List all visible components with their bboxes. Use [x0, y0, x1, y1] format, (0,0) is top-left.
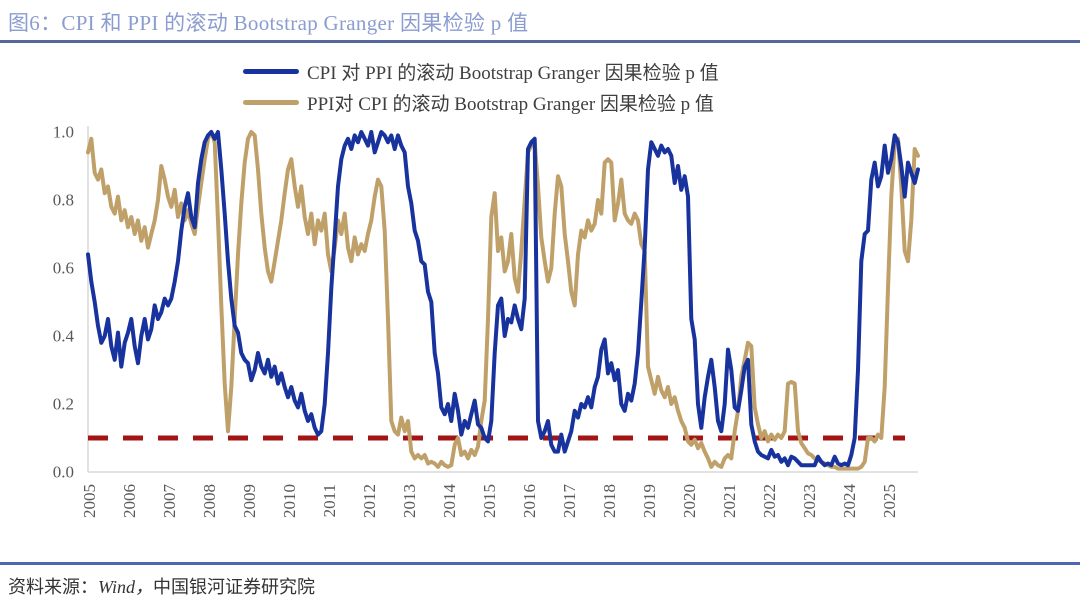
- ppi-to-cpi-pvalue-line: [86, 130, 920, 471]
- x-tick-label: 2018: [600, 484, 619, 518]
- x-tick-label: 2016: [520, 484, 539, 518]
- x-tick-label: 2007: [160, 484, 179, 519]
- title-divider: [0, 40, 1080, 43]
- x-tick-label: 2010: [280, 484, 299, 518]
- y-tick-label: 0.6: [53, 259, 74, 278]
- x-tick-label: 2024: [840, 484, 859, 519]
- source-provider: Wind，: [98, 577, 154, 597]
- legend-label-ppi: PPI对 CPI 的滚动 Bootstrap Granger 因果检验 p 值: [307, 94, 714, 115]
- x-tick-label: 2021: [720, 484, 739, 518]
- footer-divider: [0, 562, 1080, 565]
- x-tick-label: 2012: [360, 484, 379, 518]
- x-tick-label: 2011: [320, 484, 339, 517]
- source-note: 资料来源：Wind，中国银河证券研究院: [8, 573, 315, 599]
- legend-item-ppi: PPI对 CPI 的滚动 Bootstrap Granger 因果检验 p 值: [243, 90, 719, 115]
- y-tick-label: 0.4: [53, 327, 75, 346]
- ppi-line-swatch: [243, 100, 299, 105]
- y-tick-label: 0.8: [53, 191, 74, 210]
- source-label: 资料来源：: [8, 577, 98, 597]
- y-tick-label: 0.0: [53, 463, 74, 482]
- x-tick-label: 2006: [120, 484, 139, 518]
- x-tick-label: 2023: [800, 484, 819, 518]
- x-tick-label: 2020: [680, 484, 699, 518]
- x-tick-label: 2009: [240, 484, 259, 518]
- source-institution: 中国银河证券研究院: [153, 577, 316, 597]
- x-tick-label: 2015: [480, 484, 499, 518]
- chart-legend: CPI 对 PPI 的滚动 Bootstrap Granger 因果检验 p 值…: [243, 59, 719, 115]
- x-tick-label: 2013: [400, 484, 419, 518]
- cpi-to-ppi-pvalue-line: [86, 130, 920, 468]
- x-tick-label: 2025: [880, 484, 899, 518]
- legend-label-cpi: CPI 对 PPI 的滚动 Bootstrap Granger 因果检验 p 值: [307, 63, 719, 84]
- x-tick-label: 2019: [640, 484, 659, 518]
- legend-item-cpi: CPI 对 PPI 的滚动 Bootstrap Granger 因果检验 p 值: [243, 59, 719, 84]
- figure-title: 图6：CPI 和 PPI 的滚动 Bootstrap Granger 因果检验 …: [8, 11, 529, 35]
- x-tick-label: 2005: [80, 484, 99, 518]
- x-tick-label: 2008: [200, 484, 219, 518]
- y-tick-label: 1.0: [53, 123, 74, 142]
- x-tick-label: 2022: [760, 484, 779, 518]
- y-tick-label: 0.2: [53, 395, 74, 414]
- x-tick-label: 2017: [560, 484, 579, 519]
- x-tick-label: 2014: [440, 484, 459, 519]
- cpi-line-swatch: [243, 69, 299, 74]
